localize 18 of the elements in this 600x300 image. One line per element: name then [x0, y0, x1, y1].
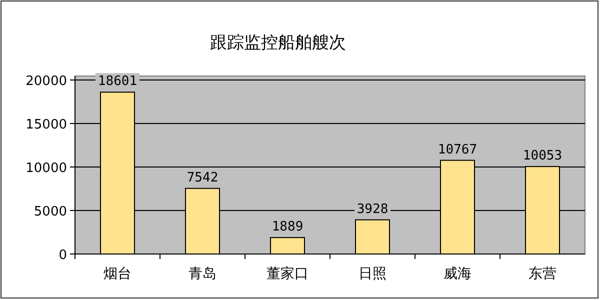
data-label: 10053	[522, 148, 562, 164]
x-tick-label: 青岛	[188, 266, 216, 282]
y-tick-label: 15000	[26, 118, 67, 132]
y-tick-label: 10000	[26, 161, 67, 176]
y-tick-label: 0	[58, 248, 67, 263]
data-label: 1889	[272, 220, 304, 235]
data-label: 18601	[98, 74, 138, 90]
data-label: 3928	[356, 202, 388, 217]
y-tick-label: 5000	[34, 204, 67, 220]
x-tick-label: 东营	[528, 266, 556, 282]
data-label: 10767	[438, 142, 478, 158]
x-tick-label: 烟台	[104, 266, 132, 282]
x-tick-label: 董家口	[266, 266, 308, 282]
title: 跟踪监控船舶艘次	[210, 33, 346, 53]
x-tick-label: 日照	[358, 266, 386, 282]
data-label: 7542	[186, 170, 218, 186]
y-tick-label: 20000	[26, 74, 67, 89]
x-tick-label: 威海	[444, 266, 472, 282]
